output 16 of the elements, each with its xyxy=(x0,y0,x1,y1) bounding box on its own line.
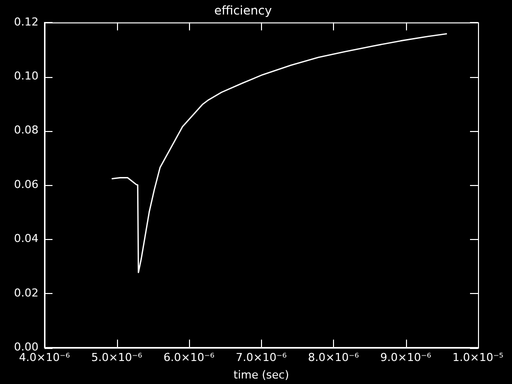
x-tick-label: 4.0×10⁻⁶ xyxy=(19,351,71,364)
x-tick-label: 9.0×10⁻⁶ xyxy=(380,351,432,364)
y-tick-label: 0.02 xyxy=(14,286,38,300)
y-tick-label: 0.10 xyxy=(14,69,38,82)
x-axis-title: time (sec) xyxy=(234,368,289,382)
chart-title: efficiency xyxy=(214,3,272,18)
x-tick-label: 8.0×10⁻⁶ xyxy=(308,351,360,364)
x-tick-label: 6.0×10⁻⁶ xyxy=(164,351,216,364)
x-tick-label: 7.0×10⁻⁶ xyxy=(236,351,288,364)
y-tick-label: 0.08 xyxy=(14,124,38,137)
y-tick-label: 0.06 xyxy=(14,178,38,191)
x-tick-label: 5.0×10⁻⁶ xyxy=(91,351,143,364)
y-tick-label: 0.12 xyxy=(14,15,38,28)
x-tick-label: 1.0×10⁻⁵ xyxy=(452,351,504,364)
y-tick-label: 0.04 xyxy=(14,232,38,246)
y-tick-label: 0.00 xyxy=(14,340,38,354)
